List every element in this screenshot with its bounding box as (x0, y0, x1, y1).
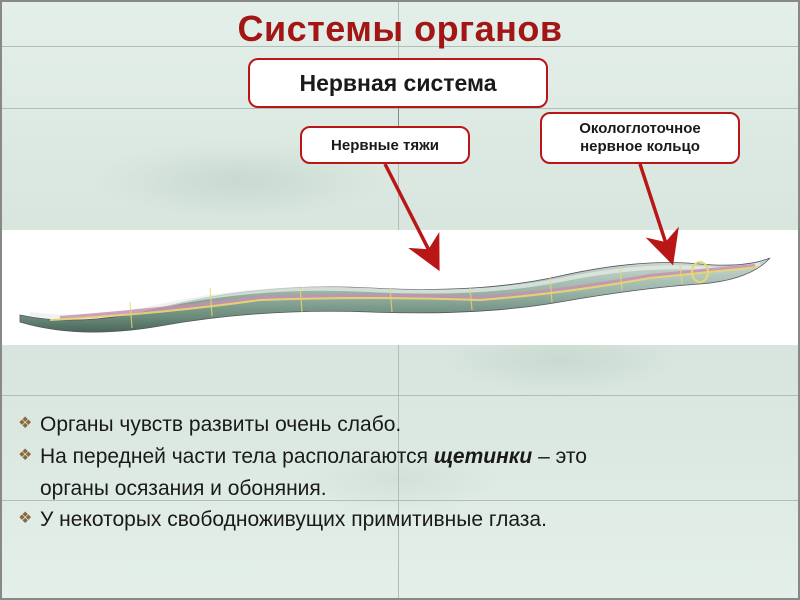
right-box-label: Окологлоточное нервное кольцо (556, 120, 724, 156)
page-title: Системы органов (0, 8, 800, 50)
list-item: органы осязания и обоняния. (20, 474, 786, 504)
list-item: У некоторых свободноживущих примитивные … (20, 505, 786, 535)
bullet-text-post: – это (532, 445, 587, 468)
right-box: Окологлоточное нервное кольцо (540, 112, 740, 164)
list-item: Органы чувств развиты очень слабо. (20, 410, 786, 440)
bullet-text: У некоторых свободноживущих примитивные … (40, 508, 547, 531)
bullet-text-em: щетинки (434, 445, 532, 468)
bullet-text: Органы чувств развиты очень слабо. (40, 413, 401, 436)
main-box-label: Нервная система (299, 70, 496, 97)
main-box: Нервная система (248, 58, 548, 108)
left-box: Нервные тяжи (300, 126, 470, 164)
bullet-list: Органы чувств развиты очень слабо. На пе… (20, 410, 786, 537)
left-box-label: Нервные тяжи (331, 137, 439, 154)
bullet-text-pre: На передней части тела располагаются (40, 445, 434, 468)
list-item: На передней части тела располагаются щет… (20, 442, 786, 472)
worm-diagram (0, 230, 800, 345)
bullet-text: органы осязания и обоняния. (40, 477, 327, 500)
